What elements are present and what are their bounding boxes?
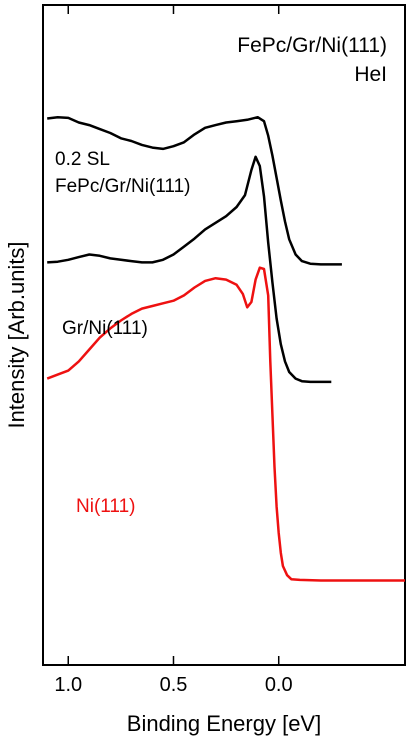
series-line-1: [47, 155, 332, 384]
series-label-1: Gr/Ni(111): [62, 318, 148, 339]
x-tick-label-0: 1.0: [54, 674, 82, 696]
chart-title: FePc/Gr/Ni(111): [237, 34, 387, 57]
x-tick-label-1: 0.5: [160, 674, 188, 696]
chart-subtitle: HeI: [354, 63, 387, 86]
series-labels: 0.2 SL FePc/Gr/Ni(111) Gr/Ni(111) Ni(111): [55, 149, 191, 517]
x-tick-labels: 1.0 0.5 0.0: [54, 674, 292, 696]
series-label-2: Ni(111): [76, 496, 135, 517]
x-axis-label: Binding Energy [eV]: [127, 711, 321, 736]
series-lines: [46, 115, 405, 582]
x-tick-label-2: 0.0: [265, 674, 293, 696]
plot-frame: [42, 4, 406, 666]
series-label-0-line-1: FePc/Gr/Ni(111): [55, 176, 191, 197]
series-label-0-line-0: 0.2 SL: [55, 149, 110, 170]
series-line-2: [46, 266, 405, 582]
y-axis-label: Intensity [Arb.units]: [4, 241, 29, 428]
series-line-0: [47, 115, 342, 266]
x-ticks: [67, 5, 280, 665]
